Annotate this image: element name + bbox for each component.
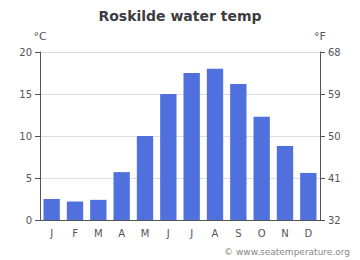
svg-text:N: N	[281, 228, 288, 239]
svg-text:J: J	[189, 228, 193, 239]
svg-text:°C: °C	[33, 30, 47, 43]
svg-text:© www.seatemperature.org: © www.seatemperature.org	[224, 247, 350, 257]
svg-text:32: 32	[328, 215, 341, 226]
svg-text:F: F	[72, 228, 78, 239]
svg-text:S: S	[235, 228, 241, 239]
svg-text:0: 0	[26, 215, 32, 226]
svg-text:Roskilde water temp: Roskilde water temp	[98, 8, 261, 24]
svg-text:D: D	[304, 228, 312, 239]
svg-text:59: 59	[328, 89, 341, 100]
svg-text:J: J	[49, 228, 53, 239]
svg-text:A: A	[212, 228, 219, 239]
svg-text:20: 20	[19, 47, 32, 58]
svg-text:M: M	[94, 228, 103, 239]
svg-text:M: M	[141, 228, 150, 239]
svg-text:68: 68	[328, 47, 341, 58]
svg-text:41: 41	[328, 173, 341, 184]
svg-text:50: 50	[328, 131, 341, 142]
svg-text:A: A	[118, 228, 125, 239]
svg-text:J: J	[166, 228, 170, 239]
svg-text:°F: °F	[314, 30, 326, 43]
svg-text:O: O	[258, 228, 266, 239]
svg-text:10: 10	[19, 131, 32, 142]
svg-text:5: 5	[26, 173, 32, 184]
svg-text:15: 15	[19, 89, 32, 100]
